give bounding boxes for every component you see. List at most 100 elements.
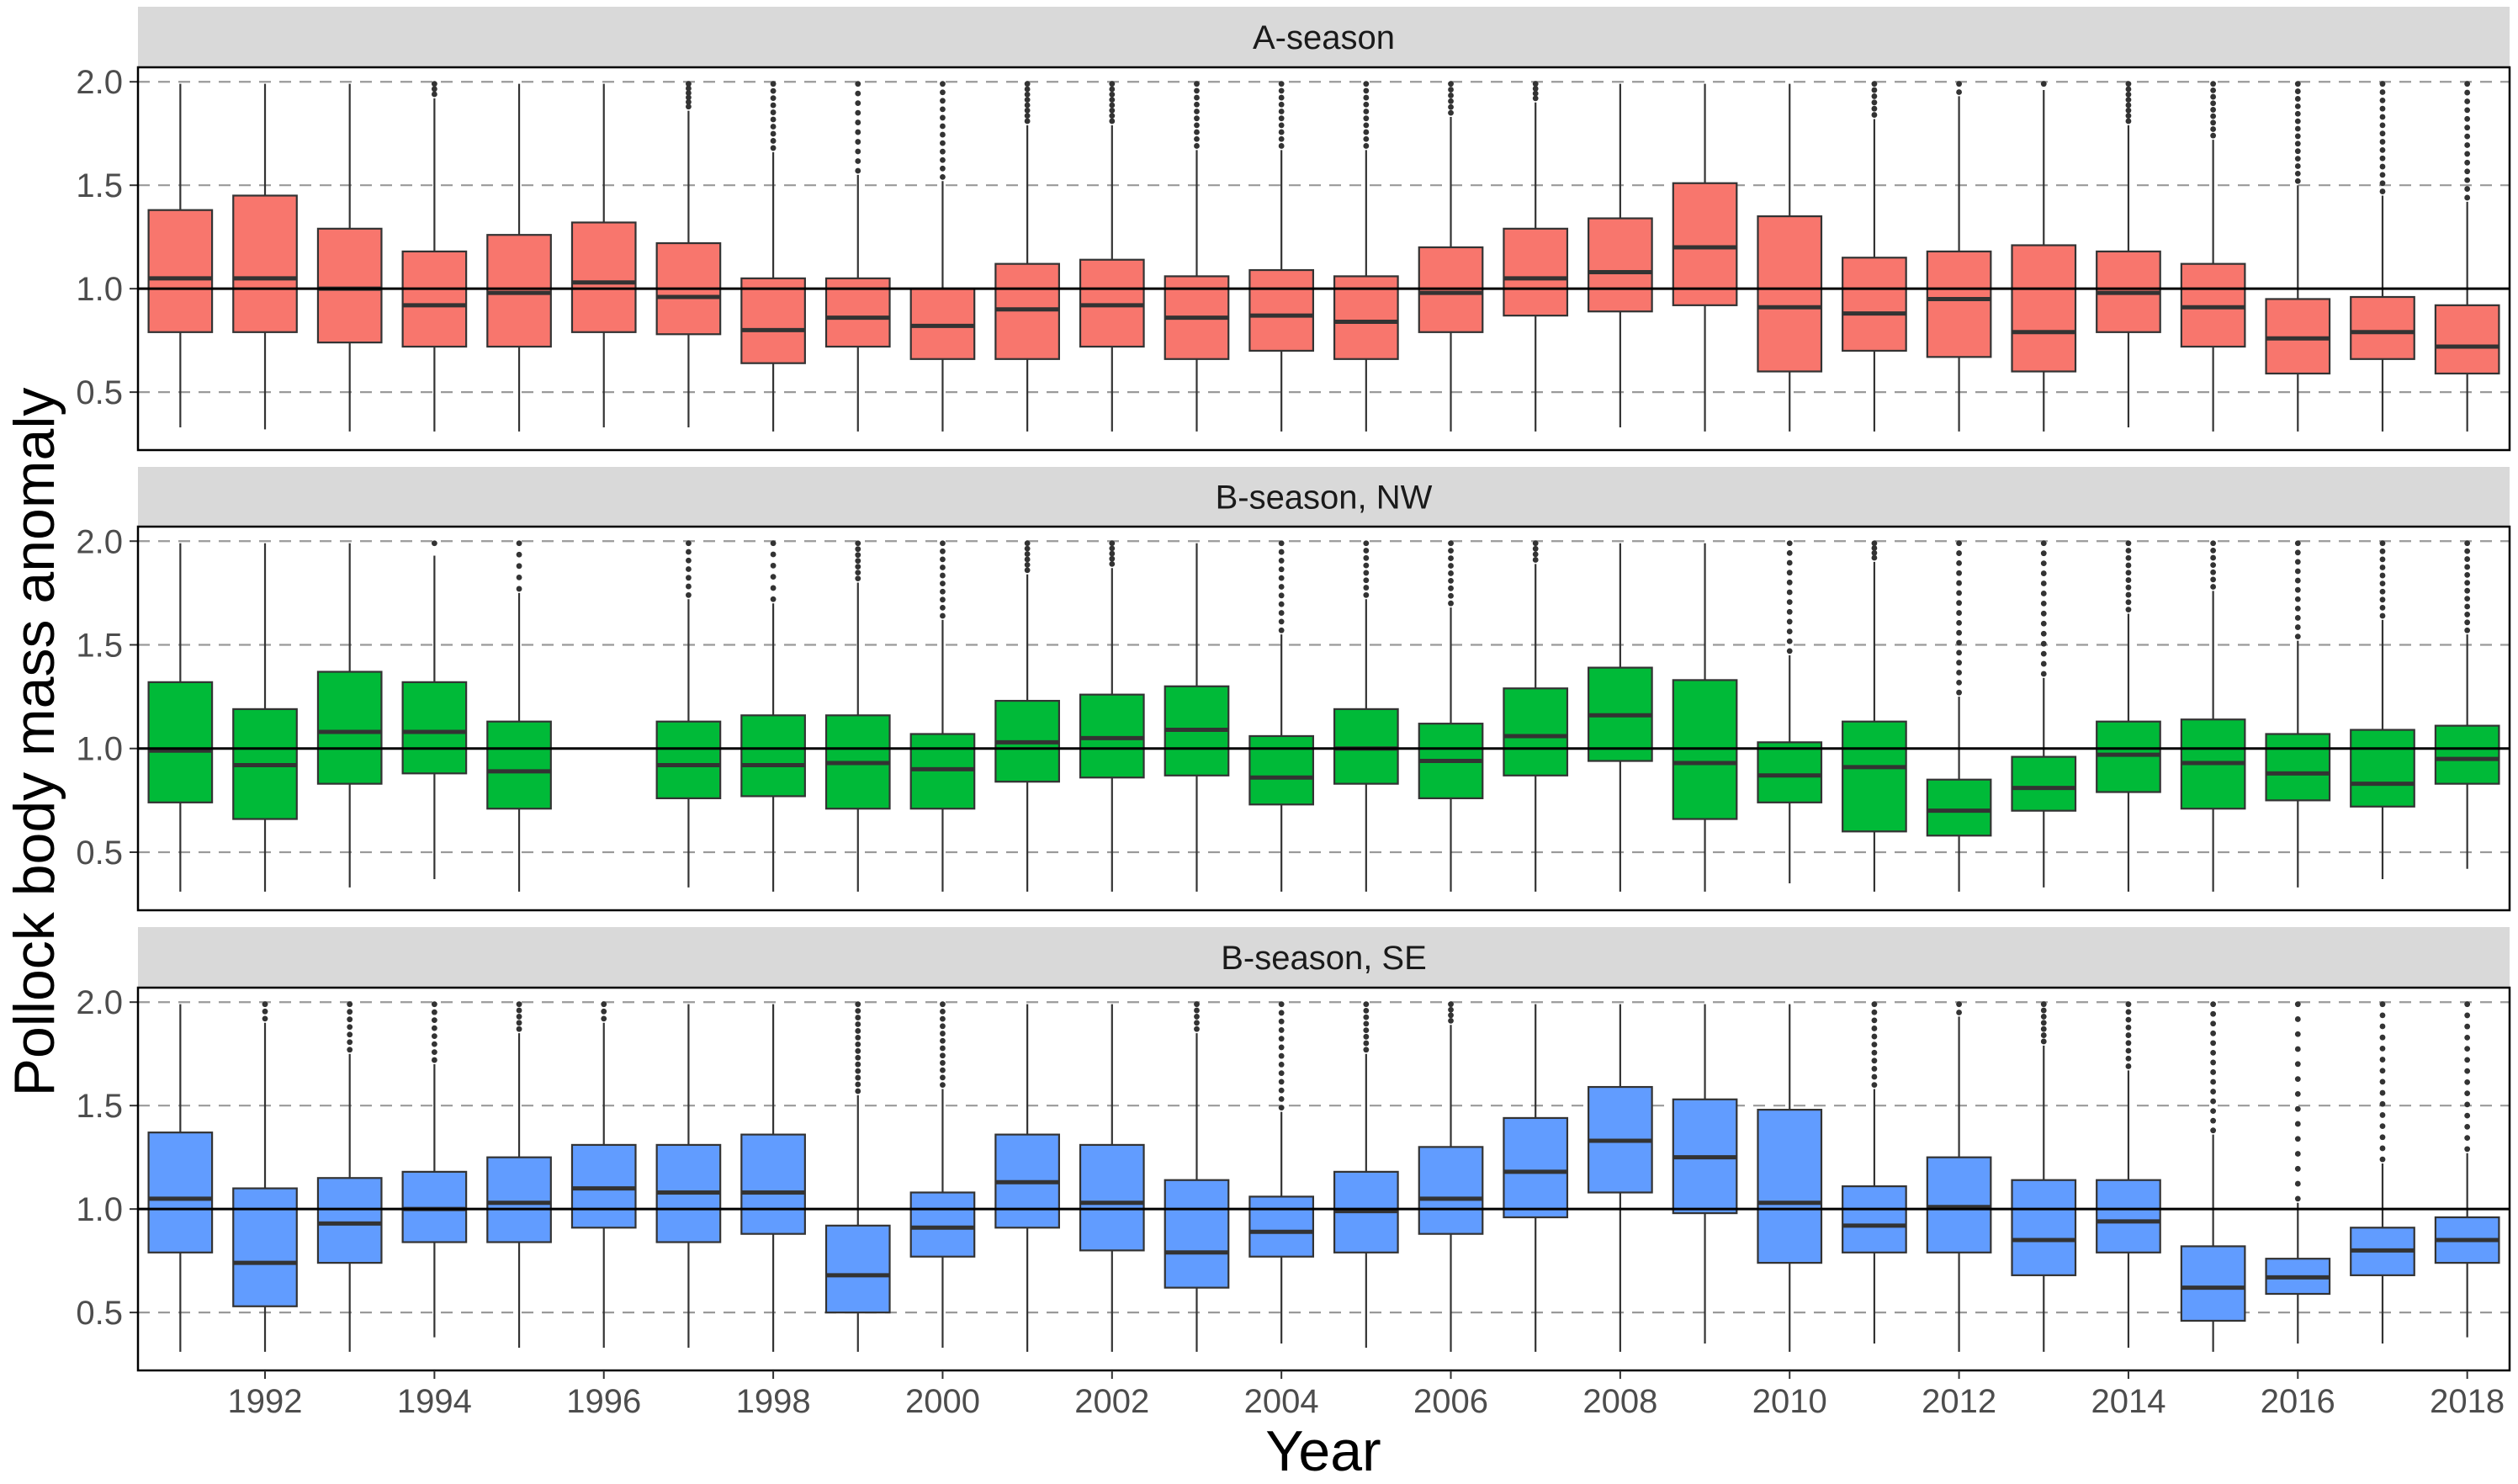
outlier-point (2210, 1089, 2217, 1094)
iqr-box (2434, 304, 2500, 375)
outlier-point (1448, 93, 1454, 98)
outlier-point (2294, 1180, 2301, 1187)
outlier-point (855, 558, 861, 564)
box-2006 (1418, 540, 1484, 892)
outlier-point (940, 564, 946, 570)
outlier-point (2294, 1121, 2301, 1127)
outlier-point (1024, 81, 1031, 87)
outlier-point (940, 1045, 946, 1052)
iqr-box (1672, 182, 1738, 306)
box-1998 (740, 1004, 806, 1352)
box-2013 (2011, 81, 2077, 432)
outlier-point (1194, 81, 1200, 87)
outlier-point (2294, 148, 2301, 155)
outlier-point (2379, 122, 2386, 129)
outlier-point (940, 612, 946, 619)
box-1991 (147, 1004, 214, 1352)
outlier-point (2464, 1146, 2471, 1153)
outlier-point (1786, 599, 1793, 606)
outlier-point (940, 1060, 946, 1066)
outlier-point (2294, 605, 2301, 612)
y-tick-label: 0.5 (76, 374, 123, 411)
outlier-point (1278, 1044, 1285, 1051)
outlier-point (2210, 562, 2217, 568)
outlier-point (855, 1061, 861, 1068)
outlier-point (2125, 577, 2132, 583)
outlier-point (2379, 1012, 2386, 1019)
outlier-point (2040, 1020, 2047, 1026)
outlier-point (2294, 596, 2301, 602)
outlier-point (2379, 1089, 2386, 1096)
outlier-point (1278, 1036, 1285, 1042)
x-tick-label: 1994 (397, 1383, 472, 1420)
outlier-point (2379, 1001, 2386, 1008)
outlier-point (1278, 566, 1285, 573)
iqr-box (2350, 295, 2415, 360)
outlier-point (431, 91, 437, 98)
outlier-point (1363, 94, 1370, 101)
outlier-point (1786, 618, 1793, 625)
iqr-box (1588, 217, 1653, 313)
box-2011 (1842, 1001, 1907, 1344)
outlier-point (940, 81, 946, 87)
outlier-point (855, 100, 861, 107)
outlier-point (2379, 612, 2386, 619)
outlier-point (940, 131, 946, 138)
outlier-point (1363, 554, 1370, 561)
outlier-point (1532, 540, 1539, 547)
outlier-point (686, 85, 692, 92)
x-tick-label: 2000 (905, 1383, 980, 1420)
box-2015 (2180, 540, 2246, 892)
iqr-box (2011, 1179, 2077, 1276)
outlier-point (431, 1025, 437, 1031)
outlier-point (686, 94, 692, 101)
outlier-point (1871, 1026, 1878, 1031)
outlier-point (2125, 118, 2132, 125)
outlier-point (940, 1082, 946, 1088)
outlier-point (2379, 180, 2386, 187)
box-1999 (824, 540, 891, 892)
outlier-point (770, 540, 777, 547)
iqr-box (1248, 268, 1315, 352)
outlier-point (2464, 556, 2471, 562)
box-2014 (2096, 81, 2161, 427)
box-2000 (909, 1001, 976, 1348)
outlier-point (1786, 589, 1793, 596)
outlier-point (1956, 670, 1962, 676)
iqr-box (2096, 1179, 2161, 1253)
outlier-point (2464, 151, 2471, 157)
outlier-point (1024, 545, 1031, 552)
outlier-point (1278, 122, 1285, 129)
outlier-point (1871, 554, 1878, 561)
outlier-point (1278, 129, 1285, 135)
outlier-point (431, 1001, 437, 1008)
outlier-point (855, 1081, 861, 1088)
facet-strip-label: B-season, NW (1216, 480, 1433, 517)
outlier-point (2294, 110, 2301, 117)
outlier-point (1448, 570, 1454, 576)
box-1992 (232, 1001, 298, 1352)
box-2016 (2265, 1001, 2331, 1344)
outlier-point (855, 575, 861, 582)
outlier-point (2294, 568, 2301, 575)
outlier-point (940, 1074, 946, 1081)
outlier-point (2125, 102, 2132, 109)
outlier-point (431, 1049, 437, 1055)
outlier-point (686, 566, 692, 572)
outlier-point (2294, 1136, 2301, 1142)
outlier-point (2040, 600, 2047, 607)
iqr-box (1842, 720, 1907, 833)
iqr-box (232, 1187, 298, 1307)
outlier-point (2210, 569, 2217, 575)
outlier-point (1109, 86, 1116, 93)
outlier-point (347, 1047, 353, 1053)
outlier-point (1278, 558, 1285, 564)
outlier-point (347, 1039, 353, 1046)
outlier-point (347, 1009, 353, 1015)
outlier-point (770, 145, 777, 151)
box-1996 (570, 83, 637, 427)
box-2010 (1757, 540, 1823, 883)
outlier-point (2210, 1117, 2217, 1124)
y-tick-label: 1.0 (76, 731, 123, 768)
outlier-point (1109, 555, 1116, 562)
